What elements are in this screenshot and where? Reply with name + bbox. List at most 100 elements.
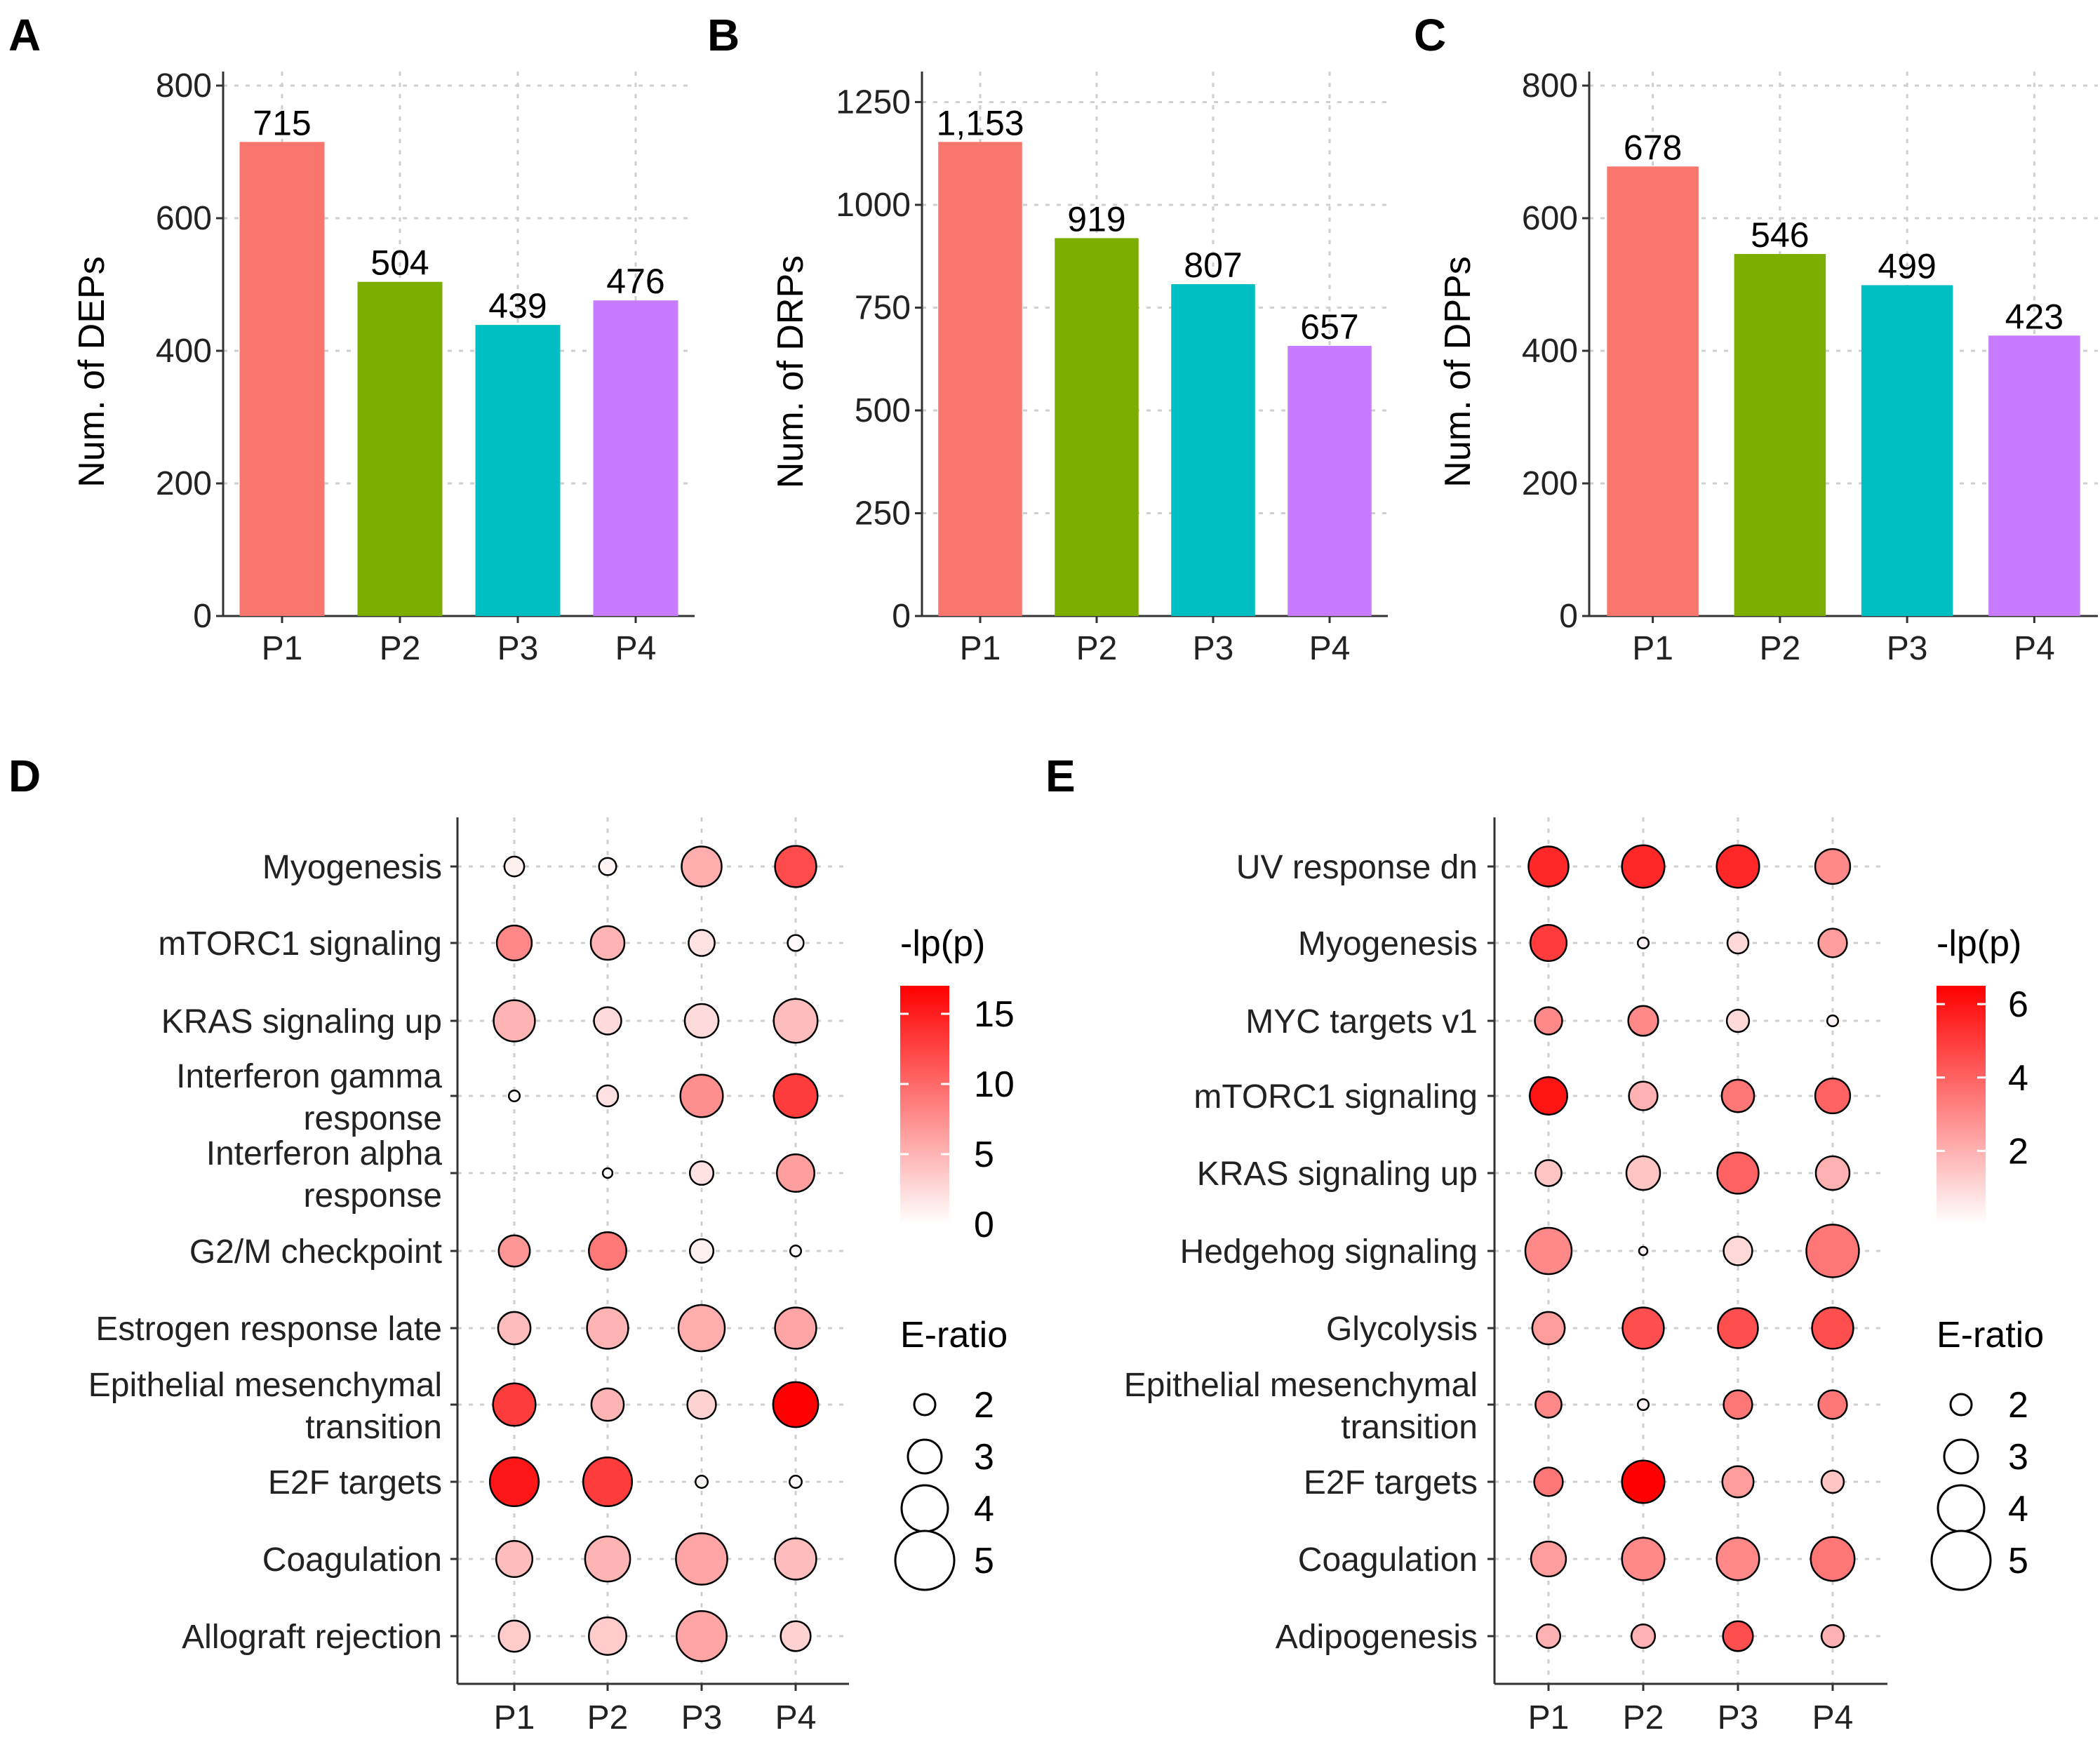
dot-marker: [789, 1244, 803, 1258]
y-tick-label: 0: [1559, 598, 1578, 635]
dot-marker: [1811, 1306, 1854, 1350]
x-tick-label: P4: [775, 1699, 817, 1736]
dot-marker: [1621, 844, 1666, 889]
color-legend-label: 0: [974, 1205, 994, 1245]
pathway-label: G2/M checkpoint: [189, 1233, 442, 1271]
x-tick-label: P2: [1076, 630, 1118, 667]
x-tick-label: P2: [380, 630, 421, 667]
dot-marker: [677, 1304, 726, 1353]
dot-marker: [1625, 1155, 1661, 1191]
dot-marker: [1530, 1540, 1567, 1578]
size-legend-label: 5: [2008, 1541, 2028, 1581]
dot-marker: [495, 924, 533, 962]
bar-value-label: 504: [370, 243, 429, 283]
dot-marker: [772, 1381, 820, 1428]
x-tick-label: P4: [615, 630, 657, 667]
pathway-label: Interferon alpha: [206, 1135, 443, 1172]
pathway-label: Epithelial mesenchymal: [1124, 1367, 1478, 1404]
size-legend-label: 3: [2008, 1437, 2028, 1478]
dot-marker: [1621, 1459, 1666, 1504]
dot-marker: [1716, 1537, 1760, 1581]
dot-marker: [774, 845, 817, 888]
x-tick-label: P2: [1760, 630, 1801, 667]
dot-marker: [495, 1539, 534, 1579]
size-legend-title: E-ratio: [1937, 1315, 2044, 1356]
y-tick-label: 200: [156, 465, 212, 502]
pathway-label: Estrogen response late: [95, 1311, 442, 1348]
y-tick-label: 400: [1522, 333, 1578, 370]
dot-marker: [1531, 1311, 1566, 1346]
dot-marker: [1826, 1014, 1840, 1028]
pathway-label: MYC targets v1: [1245, 1003, 1478, 1040]
bar-value-label: 657: [1300, 307, 1358, 347]
color-legend-label: 4: [2008, 1058, 2028, 1099]
bar-p3: [1861, 285, 1953, 616]
dot-marker: [1533, 1466, 1564, 1497]
dot-marker: [1529, 1076, 1568, 1116]
dot-marker: [488, 1456, 540, 1508]
dot-marker: [1720, 1078, 1755, 1113]
dot-marker: [789, 1475, 803, 1489]
dot-marker: [589, 925, 626, 961]
dot-marker: [1817, 1389, 1848, 1420]
dot-marker: [493, 999, 536, 1043]
y-tick-label: 1250: [836, 83, 911, 121]
panel-letter: B: [707, 10, 740, 60]
pathway-label: Myogenesis: [262, 849, 442, 886]
y-tick-label: 800: [156, 67, 212, 105]
bar-value-label: 807: [1184, 246, 1242, 285]
pathway-label: Adipogenesis: [1276, 1619, 1478, 1656]
dot-marker: [1630, 1623, 1657, 1649]
dot-marker: [586, 1306, 629, 1350]
bar-panel-b: B 0 250 500 750 1000 1250 1,153 P1 919 P2 807 P3 657 P…: [707, 10, 1388, 667]
color-legend-bar: [900, 986, 949, 1224]
x-tick-label: P2: [1623, 1699, 1664, 1736]
dot-marker: [773, 998, 819, 1044]
dot-marker: [1717, 1307, 1759, 1349]
dot-marker: [688, 929, 716, 957]
y-axis-title: Num. of DPPs: [1438, 256, 1478, 487]
y-tick-label: 600: [1522, 200, 1578, 237]
dot-marker: [681, 845, 723, 888]
dot-marker: [1627, 1005, 1659, 1037]
dot-marker: [1723, 1236, 1753, 1266]
size-legend-label: 5: [974, 1541, 994, 1581]
dot-marker: [1716, 844, 1760, 889]
pathway-label: Allograft rejection: [182, 1619, 442, 1656]
y-tick-label: 750: [855, 289, 911, 326]
color-legend-label: 2: [2008, 1131, 2028, 1172]
dot-marker: [774, 1537, 817, 1581]
bar-value-label: 476: [606, 262, 664, 301]
x-tick-label: P3: [1718, 1699, 1759, 1736]
pathway-label: E2F targets: [1304, 1464, 1478, 1501]
dot-marker: [1814, 848, 1852, 885]
y-axis-title: Num. of DEPs: [72, 256, 112, 487]
dot-marker: [588, 1231, 627, 1271]
dot-marker: [1723, 1389, 1753, 1420]
dot-marker: [1820, 1469, 1845, 1494]
dot-marker: [596, 1084, 620, 1108]
bar-p3: [475, 325, 561, 616]
dot-marker: [1810, 1536, 1856, 1582]
dot-panel-e: E P1 P2 P3 P4 UV response dn Myogenesis MYC tar…: [1045, 751, 2044, 1736]
dot-marker: [1628, 1080, 1659, 1111]
x-tick-label: P1: [262, 630, 303, 667]
dot-marker: [497, 1311, 532, 1346]
size-legend-label: 4: [2008, 1489, 2028, 1530]
x-tick-label: P4: [1812, 1699, 1854, 1736]
dot-marker: [1621, 1306, 1665, 1350]
dot-marker: [776, 1153, 815, 1193]
bar-p4: [1988, 335, 2080, 616]
dot-marker: [683, 1003, 720, 1039]
pathway-label: E2F targets: [268, 1464, 442, 1501]
panel-letter: D: [8, 751, 41, 801]
dot-marker: [679, 1073, 724, 1118]
bar-p2: [1734, 254, 1826, 616]
dot-marker: [780, 1620, 812, 1652]
bar-panel-a: A 0 200 400 600 800 715 P1 504 P2 439 P3 476 P4 Num. o…: [8, 10, 695, 667]
pathway-label: KRAS signaling up: [1197, 1156, 1478, 1193]
dot-marker: [593, 1006, 622, 1036]
bar-value-label: 1,153: [936, 103, 1024, 142]
size-legend-label: 3: [974, 1437, 994, 1478]
x-tick-label: P3: [1887, 630, 1928, 667]
